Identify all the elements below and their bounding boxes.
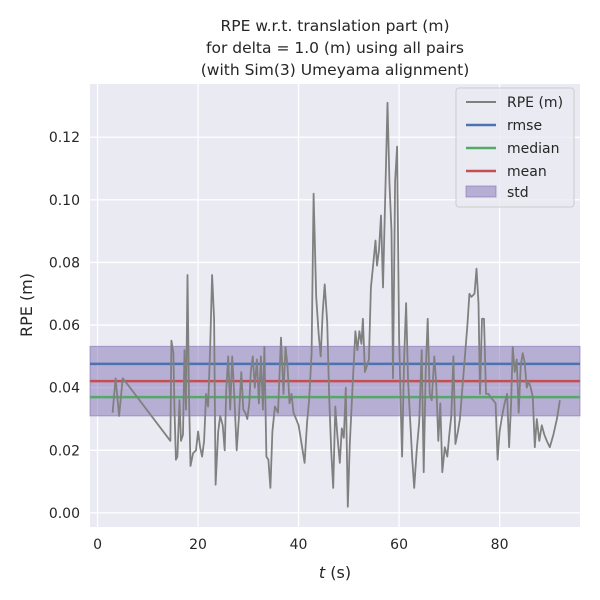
chart-title-line-1: RPE w.r.t. translation part (m) <box>220 17 449 35</box>
y-axis-label: RPE (m) <box>17 273 36 337</box>
x-axis-label-var: t <box>319 563 326 582</box>
y-tick-label: 0.02 <box>49 443 80 459</box>
x-tick-label: 60 <box>390 537 408 553</box>
x-tick-label: 80 <box>491 537 509 553</box>
legend-frame <box>455 87 575 208</box>
legend-swatch-std <box>465 185 497 198</box>
y-tick-label: 0.08 <box>49 255 80 271</box>
y-tick-label: 0.04 <box>49 381 80 397</box>
legend: RPE (m) rmse median mean std <box>455 87 575 208</box>
legend-label-mean: mean <box>507 164 547 180</box>
x-axis-label: t (s) <box>319 563 351 582</box>
chart-title-line-3: (with Sim(3) Umeyama alignment) <box>201 61 470 79</box>
chart-title-line-2: for delta = 1.0 (m) using all pairs <box>206 39 464 57</box>
x-tick-label: 20 <box>189 537 207 553</box>
rpe-series-line <box>111 101 561 508</box>
x-tick-label: 0 <box>93 537 102 553</box>
x-axis-label-unit: (s) <box>325 563 351 582</box>
legend-label-rmse: rmse <box>507 118 542 134</box>
legend-label-rpe: RPE (m) <box>507 95 563 111</box>
y-tick-label: 0.12 <box>49 130 80 146</box>
x-tick-labels: 0 20 40 60 80 <box>93 537 508 553</box>
legend-label-median: median <box>507 141 559 157</box>
y-tick-label: 0.06 <box>49 318 80 334</box>
legend-label-std: std <box>507 185 529 201</box>
x-tick-label: 40 <box>290 537 308 553</box>
y-tick-labels: 0.00 0.02 0.04 0.06 0.08 0.10 0.12 <box>49 130 80 522</box>
y-tick-label: 0.10 <box>49 193 80 209</box>
y-tick-label: 0.00 <box>49 506 80 522</box>
